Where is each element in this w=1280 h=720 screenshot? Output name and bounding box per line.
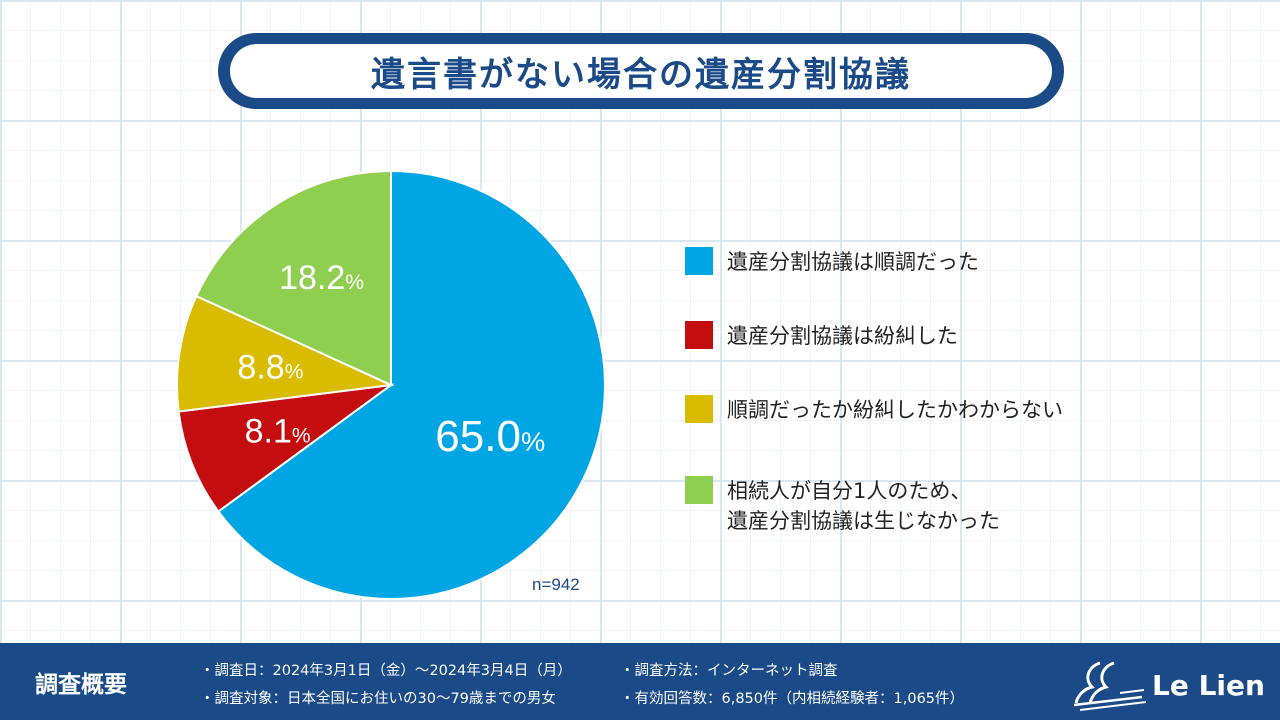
pie-slice: [195, 169, 392, 387]
legend-swatch: [685, 321, 713, 349]
legend-swatch: [685, 247, 713, 275]
title-banner: 遺言書がない場合の遺産分割協議: [218, 33, 1064, 109]
legend-swatch: [685, 476, 713, 504]
legend-item: 相続人が自分1人のため、 遺産分割協議は生じなかった: [685, 476, 1000, 536]
survey-method: ・調査方法：インターネット調査: [620, 663, 838, 679]
survey-date: ・調査日：2024年3月1日（金）～2024年3月4日（月）: [200, 663, 572, 679]
survey-responses: ・有効回答数：6,850件（内相続経験者：1,065件）: [620, 691, 965, 707]
legend: 遺産分割協議は順調だった 遺産分割協議は紛糾した順調だったか紛糾したかわからない相…: [685, 0, 1245, 640]
le-lien-logo: Le Lien: [1070, 657, 1270, 713]
logo-mark-icon: [1073, 661, 1147, 711]
legend-item: 順調だったか紛糾したかわからない: [685, 395, 1063, 425]
logo-text: Le Lien: [1152, 669, 1265, 702]
pie-chart: 65.0%8.1%8.8%18.2%n=942: [176, 169, 606, 600]
chart-title: 遺言書がない場合の遺産分割協議: [371, 54, 911, 95]
pie-slice: [216, 169, 606, 600]
survey-target: ・調査対象：日本全国にお住いの30～79歳までの男女: [200, 691, 556, 707]
legend-swatch: [685, 395, 713, 423]
footer-heading: 調査概要: [35, 672, 127, 698]
legend-item: 遺産分割協議は順調だった: [685, 247, 979, 277]
legend-item: 遺産分割協議は紛糾した: [685, 321, 958, 351]
title-inner: 遺言書がない場合の遺産分割協議: [230, 44, 1052, 98]
legend-label: 順調だったか紛糾したかわからない: [727, 398, 1063, 422]
pie-slice: [176, 294, 395, 413]
pie-slice: [177, 383, 395, 513]
legend-label: 遺産分割協議は紛糾した: [727, 324, 958, 348]
survey-footer: 調査概要 ・調査日：2024年3月1日（金）～2024年3月4日（月） ・調査方…: [0, 643, 1280, 720]
sample-size-label: n=942: [532, 575, 580, 594]
legend-label: 遺産分割協議は順調だった: [727, 250, 979, 274]
legend-label: 相続人が自分1人のため、 遺産分割協議は生じなかった: [727, 479, 1000, 533]
